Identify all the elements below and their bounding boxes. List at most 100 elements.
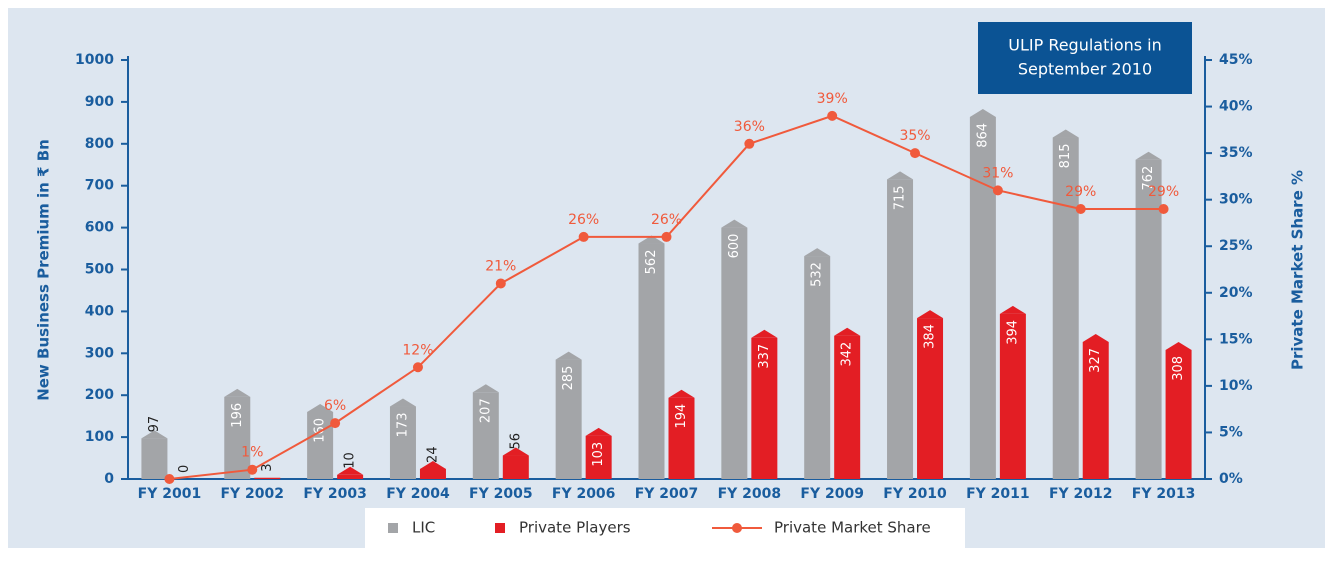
legend-label: Private Market Share: [774, 519, 931, 537]
bar-cap: [141, 430, 168, 439]
y2-tick-label: 40%: [1219, 99, 1253, 115]
line-point: [910, 148, 921, 159]
x-tick-label: FY 2002: [220, 486, 284, 502]
bar-value-label: 327: [1088, 348, 1103, 373]
y2-tick-label: 0%: [1219, 471, 1243, 487]
bar: [337, 474, 364, 479]
x-tick-label: FY 2005: [469, 486, 533, 502]
bar-value-label: 194: [674, 404, 689, 429]
bar-value-label: 762: [1141, 166, 1156, 191]
bar-cap: [224, 388, 251, 397]
line-value-label: 26%: [651, 212, 682, 228]
y-axis-title: New Business Premium in ₹ Bn: [35, 139, 53, 401]
bar: [472, 392, 499, 479]
bar: [1165, 349, 1192, 479]
bar: [721, 227, 748, 479]
legend: [365, 508, 965, 548]
line-point: [992, 185, 1003, 196]
line-value-label: 39%: [817, 91, 848, 107]
line-point: [412, 362, 423, 373]
x-tick-label: FY 2008: [718, 486, 782, 502]
bar-value-label: 173: [395, 413, 410, 438]
line-point: [827, 110, 838, 121]
bar: [502, 455, 529, 479]
annotation-box: [978, 22, 1192, 94]
bar: [638, 243, 665, 479]
y2-tick-label: 30%: [1219, 192, 1253, 208]
bar-value-label: 3: [260, 463, 275, 471]
bar-cap: [999, 305, 1026, 314]
bar-cap: [472, 384, 499, 393]
bar: [389, 406, 416, 479]
line-value-label: 36%: [734, 119, 765, 135]
y2-tick-label: 20%: [1219, 285, 1253, 301]
line-point: [164, 474, 175, 484]
bar-cap: [337, 466, 364, 475]
bar-value-label: 384: [923, 324, 938, 349]
line-value-label: 26%: [568, 212, 599, 228]
bar-value-label: 342: [840, 342, 855, 367]
bar-cap: [969, 108, 996, 117]
line-point: [1075, 203, 1086, 214]
bar-value-label: 97: [147, 416, 162, 433]
x-tick-label: FY 2001: [138, 486, 202, 502]
bar: [1052, 137, 1079, 479]
y2-tick-label: 5%: [1219, 424, 1243, 440]
line-value-label: 6%: [324, 398, 346, 414]
x-tick-label: FY 2012: [1049, 486, 1113, 502]
x-tick-label: FY 2004: [386, 486, 450, 502]
line-point: [330, 418, 341, 429]
bar-value-label: 56: [508, 433, 523, 450]
bar-value-label: 308: [1171, 356, 1186, 381]
legend-label: LIC: [412, 519, 435, 537]
y-tick-label: 700: [85, 178, 114, 194]
legend-swatch: [388, 523, 398, 533]
bar-value-label: 285: [561, 366, 576, 391]
bar-value-label: 10: [343, 452, 358, 469]
bar: [307, 411, 334, 479]
y-tick-label: 1000: [75, 52, 114, 68]
x-tick-label: FY 2006: [552, 486, 616, 502]
bar-cap: [1082, 333, 1109, 342]
y2-axis-title: Private Market Share %: [1289, 170, 1307, 370]
line-point: [1158, 203, 1169, 214]
bar-cap: [638, 235, 665, 244]
bar-cap: [917, 310, 944, 319]
y2-tick-label: 15%: [1219, 331, 1253, 347]
y-tick-label: 900: [85, 94, 114, 110]
bar: [254, 477, 281, 479]
bar-cap: [721, 219, 748, 228]
annotation: ULIP Regulations in: [1008, 36, 1162, 55]
bar-cap: [887, 171, 914, 180]
line-point: [495, 278, 506, 289]
bar-value-label: 600: [727, 234, 742, 259]
bar-value-label: 207: [478, 398, 493, 423]
y2-tick-label: 35%: [1219, 145, 1253, 161]
bar-cap: [1052, 129, 1079, 138]
bar: [917, 318, 944, 479]
bar-value-label: 0: [177, 465, 192, 473]
bar: [887, 179, 914, 480]
bar-value-label: 864: [975, 123, 990, 148]
x-tick-label: FY 2011: [966, 486, 1030, 502]
bar-cap: [751, 329, 778, 338]
bar: [668, 397, 695, 479]
bar-cap: [668, 389, 695, 398]
bar-cap: [804, 248, 831, 257]
line-value-label: 12%: [402, 342, 433, 358]
y-tick-label: 200: [85, 387, 114, 403]
bar-value-label: 562: [644, 250, 659, 275]
line-value-label: 21%: [485, 258, 516, 274]
line-point: [661, 231, 672, 242]
y2-tick-label: 10%: [1219, 378, 1253, 394]
bar-cap: [419, 460, 446, 469]
y-tick-label: 300: [85, 345, 114, 361]
legend-dot: [732, 523, 742, 533]
y-tick-label: 100: [85, 429, 114, 445]
bar-cap: [555, 351, 582, 360]
x-tick-label: FY 2003: [303, 486, 367, 502]
bar: [555, 359, 582, 479]
line-point: [247, 464, 258, 475]
annotation: September 2010: [1018, 60, 1152, 79]
